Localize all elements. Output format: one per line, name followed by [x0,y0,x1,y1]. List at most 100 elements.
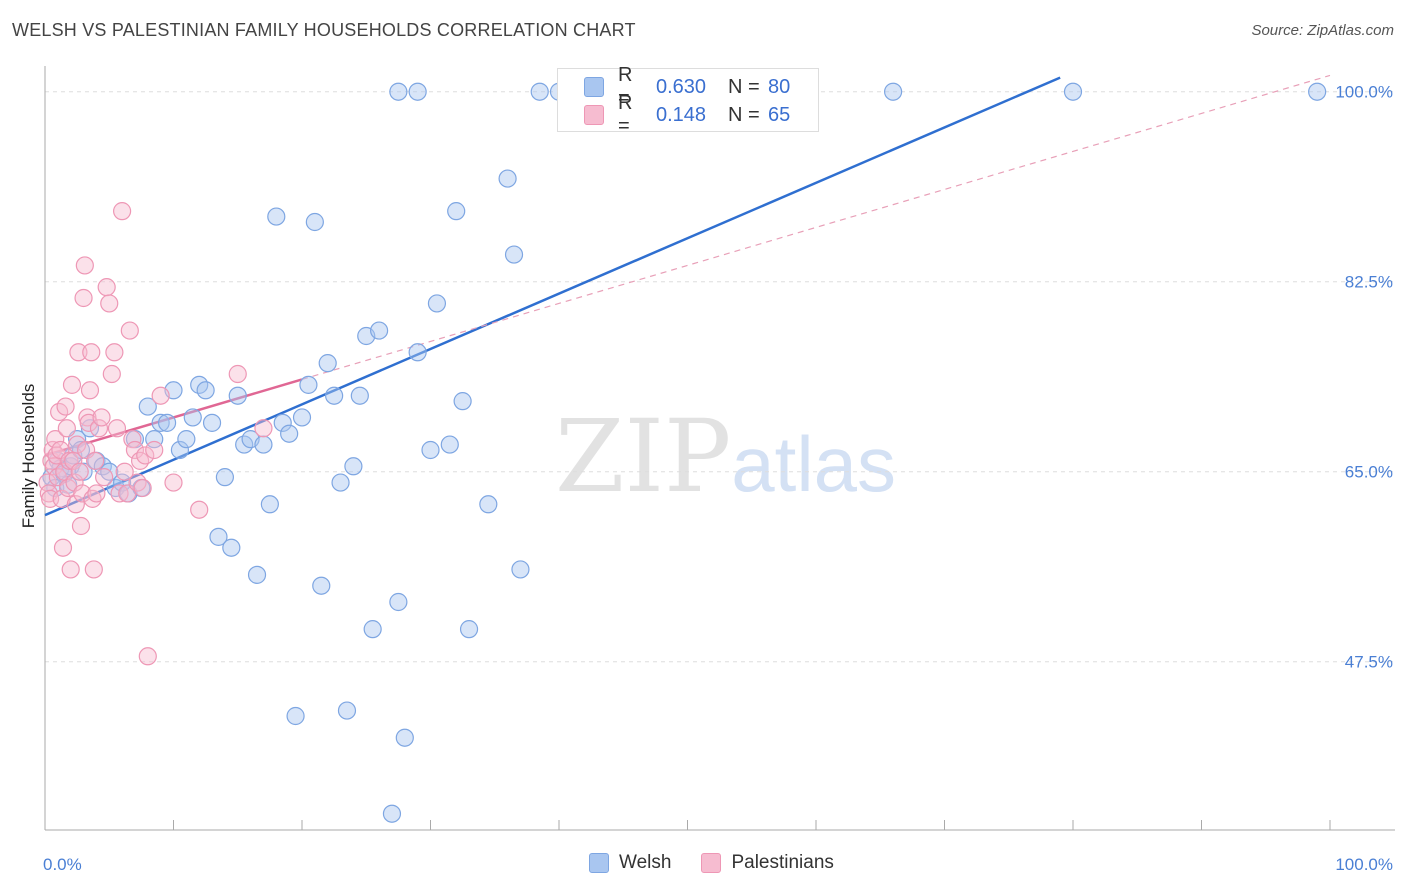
point-palestinians [123,430,142,449]
point-palestinians [115,462,134,481]
point-welsh [325,386,344,405]
watermark-main: ZIP [555,398,732,515]
point-welsh [337,701,357,720]
point-welsh [511,560,530,579]
gridlines [45,91,1395,663]
point-welsh [370,321,389,340]
legend-item-palestinians[interactable]: Palestinians [701,852,834,874]
point-welsh [312,576,331,595]
y-tick-label: 47.5% [1345,653,1393,672]
point-welsh [100,462,119,481]
point-welsh [183,408,202,427]
chart-title: WELSH VS PALESTINIAN FAMILY HOUSEHOLDS C… [12,20,636,40]
point-welsh [145,430,164,449]
stats-legend: R = 0.630 N = 80 R = 0.148 N = 65 [557,64,819,137]
point-palestinians [164,473,183,492]
legend-n-label: N = [728,103,760,126]
point-palestinians [112,202,132,221]
point-palestinians [138,647,157,666]
point-welsh [447,202,466,221]
legend-swatch-welsh [584,77,604,97]
point-palestinians [70,462,89,481]
point-welsh [267,207,286,226]
point-welsh [1308,82,1327,101]
data-points [38,82,1327,823]
x-tick-label: 100.0% [1335,855,1393,874]
point-palestinians [102,364,121,384]
series-legend: Welsh Palestinians [589,852,864,874]
legend-n-value: 80 [768,75,791,98]
point-palestinians [68,435,87,454]
x-tick-label: 0.0% [43,855,82,874]
point-palestinians [128,473,147,492]
legend-r-value: 0.148 [656,103,707,126]
point-welsh [177,430,196,449]
point-palestinians [86,451,105,470]
point-welsh [215,468,234,487]
y-axis-title: Family Households [19,384,38,529]
point-welsh [202,413,222,432]
point-welsh [292,408,312,427]
point-palestinians [80,381,100,400]
point-welsh [222,538,241,557]
point-welsh [408,82,427,101]
point-welsh [363,620,382,639]
point-palestinians [136,446,155,465]
point-palestinians [105,343,124,362]
point-palestinians [110,484,129,503]
point-welsh [228,386,247,405]
point-welsh [408,343,427,362]
legend-item-welsh[interactable]: Welsh [589,852,671,874]
point-palestinians [151,386,170,405]
point-palestinians [87,484,106,503]
point-welsh [247,565,267,584]
point-welsh [286,706,305,726]
point-palestinians [125,440,145,460]
legend-r-label: R = [618,64,633,109]
point-welsh [427,294,447,313]
point-welsh [157,413,177,432]
point-welsh [421,440,440,460]
point-welsh [305,212,324,232]
point-palestinians [89,419,109,438]
point-welsh [151,413,170,432]
point-palestinians [92,408,111,427]
point-palestinians [73,484,92,503]
trend-extended-palestinians [301,74,1331,381]
point-welsh [318,354,337,373]
legend-r-value: 0.630 [656,75,707,98]
legend-n-value: 65 [768,103,791,126]
point-welsh [389,82,408,101]
point-palestinians [66,495,85,514]
point-palestinians [84,560,103,579]
trend-line-welsh [44,76,1061,517]
point-welsh [138,397,157,416]
point-palestinians [46,430,65,449]
tick-labels: 47.5% 65.0% 82.5% 100.0% 0.0% 100.0% Family Ho… [19,83,1393,874]
point-palestinians [95,468,114,487]
source-label: Source: ZipAtlas.com [1251,22,1394,39]
point-palestinians [82,343,101,362]
point-welsh [498,169,517,188]
point-welsh [1063,82,1083,101]
point-palestinians [190,500,209,519]
legend-row-palestinians: R = 0.148 N = 65 [584,92,791,137]
point-welsh [170,440,190,460]
point-palestinians [228,364,247,384]
point-welsh [883,82,903,101]
point-palestinians [57,419,76,438]
point-palestinians [71,516,91,536]
point-palestinians [69,343,88,362]
point-welsh [196,381,215,400]
point-palestinians [52,489,71,508]
point-palestinians [75,256,94,275]
legend-n-label: N = [728,75,760,98]
legend-label-welsh: Welsh [619,852,672,873]
legend-swatch-welsh [589,853,609,873]
point-palestinians [74,288,93,308]
point-welsh [273,413,292,432]
point-palestinians [61,560,80,579]
point-palestinians [254,419,273,438]
point-welsh [299,375,318,394]
